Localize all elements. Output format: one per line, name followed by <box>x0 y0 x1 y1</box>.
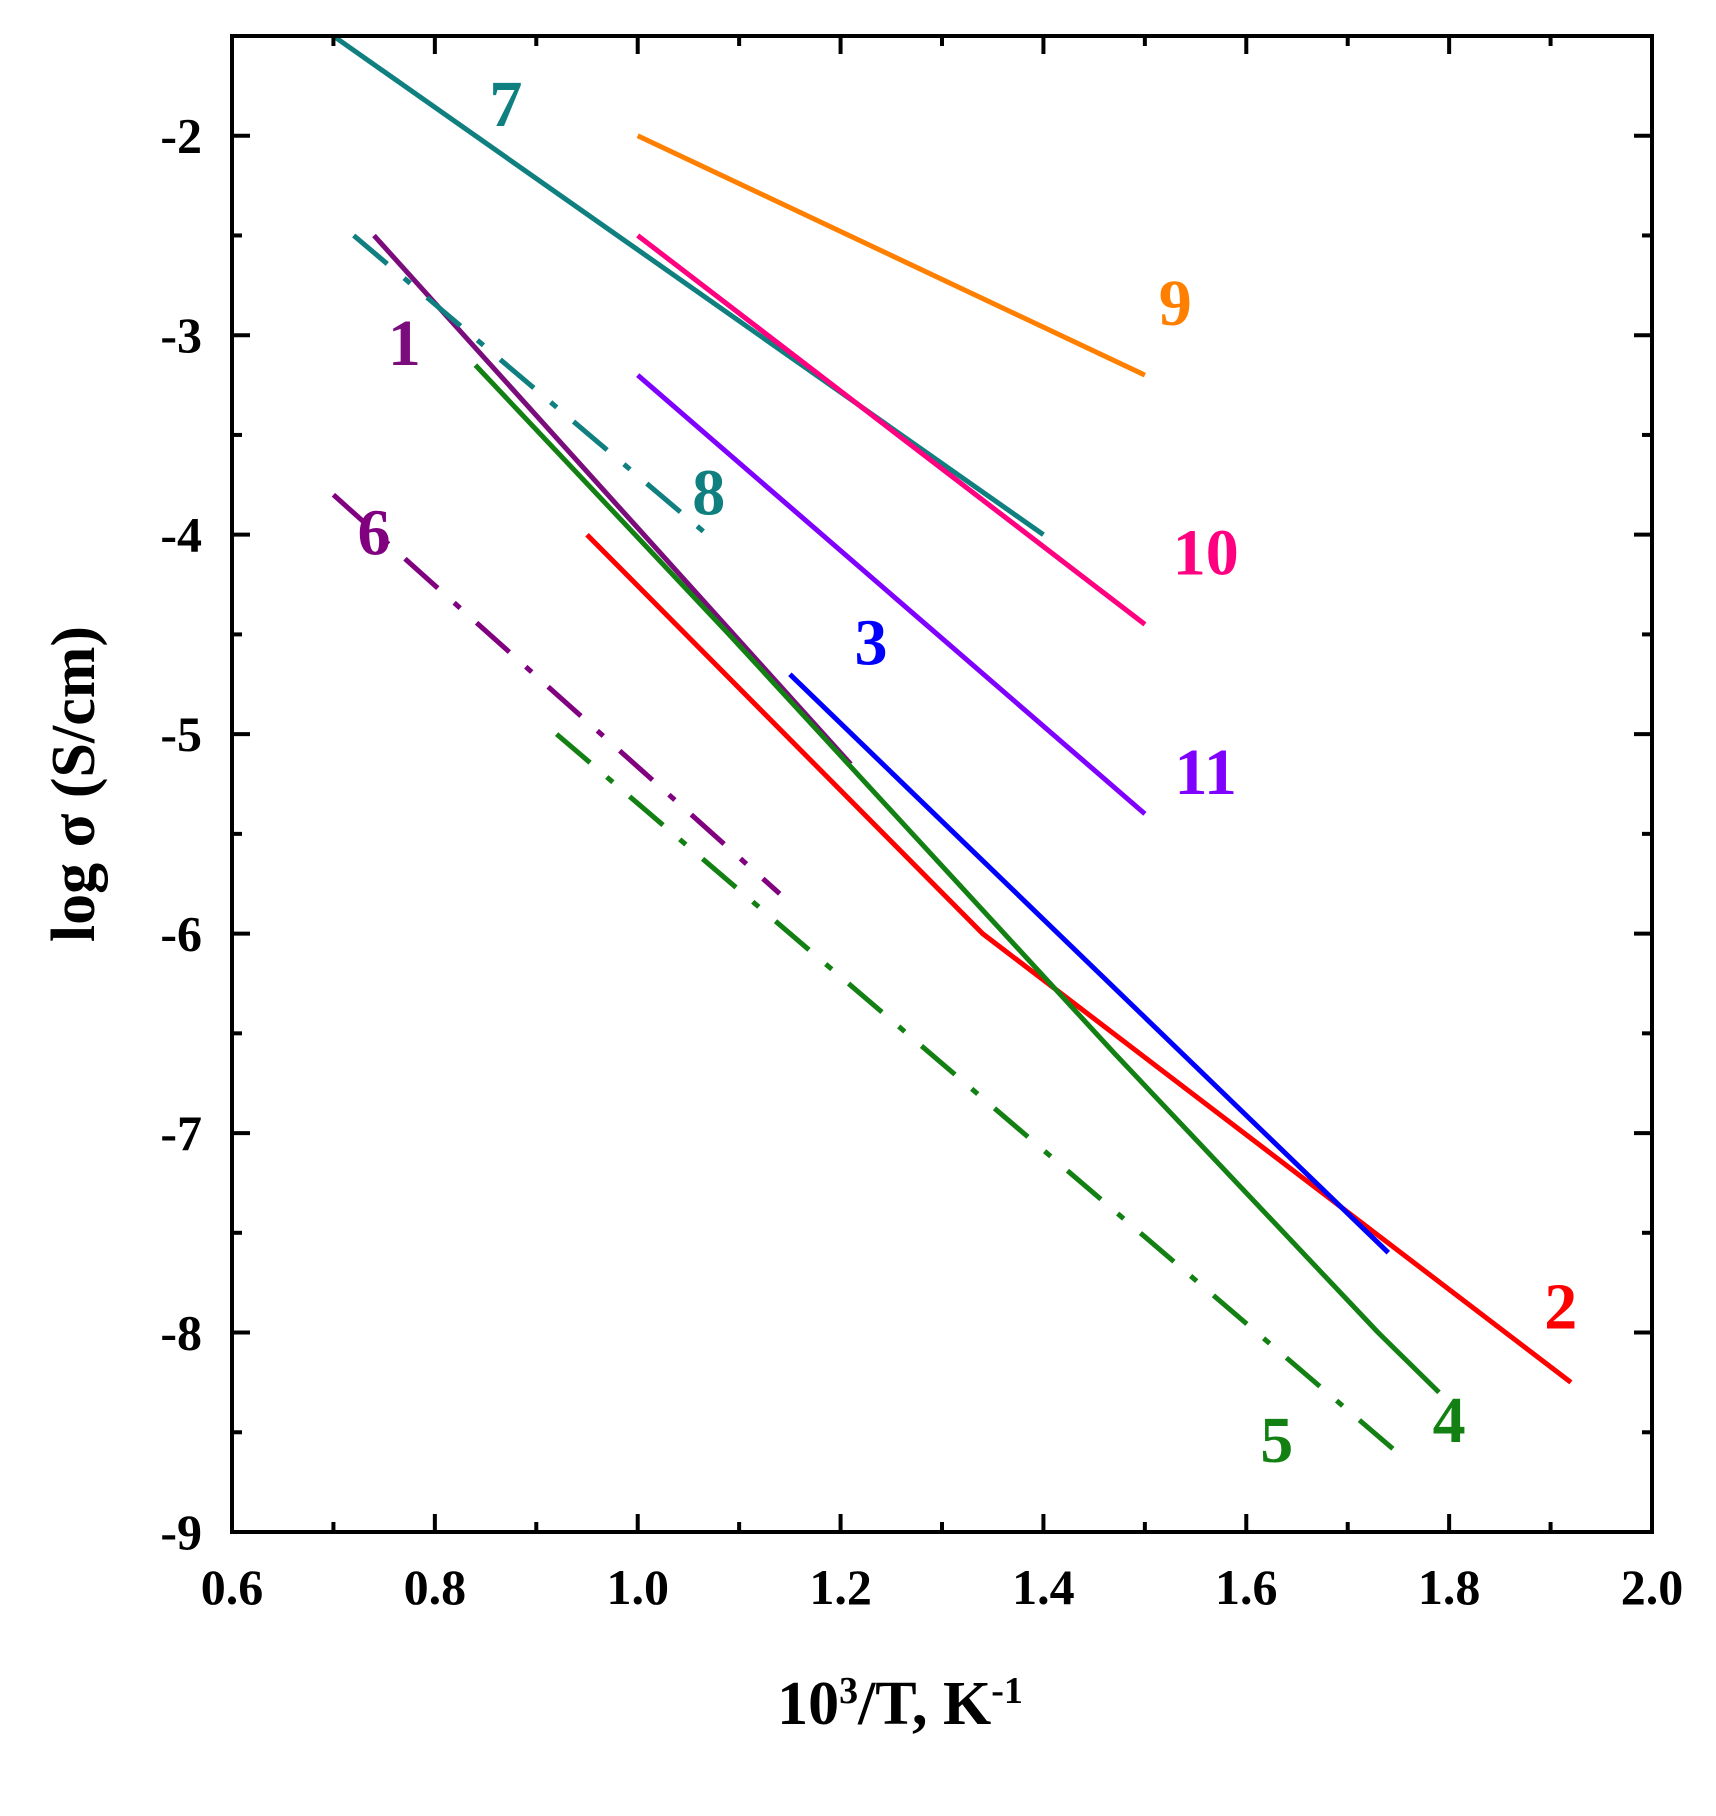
x-tick-label: 1.6 <box>1215 1559 1278 1615</box>
y-tick-label: -4 <box>160 507 202 563</box>
series-line-1 <box>372 233 853 766</box>
x-tick-label: 1.4 <box>1012 1559 1075 1615</box>
y-tick-label: -5 <box>160 706 202 762</box>
x-axis-title-sup2: -1 <box>991 1670 1023 1712</box>
x-tick-label: 0.6 <box>201 1559 264 1615</box>
y-tick-label: -7 <box>160 1105 202 1161</box>
plot-series <box>331 33 1573 1465</box>
y-tick-label: -3 <box>160 307 202 363</box>
y-tick-label: -9 <box>160 1504 202 1560</box>
series-line-10 <box>636 233 1147 627</box>
axis-ticks <box>230 34 1654 1534</box>
series-line-4 <box>473 363 1441 1395</box>
series-label-11: 11 <box>1175 736 1237 809</box>
x-tick-label: 2.0 <box>1621 1559 1684 1615</box>
x-tick-label: 1.8 <box>1418 1559 1481 1615</box>
x-tick-label: 1.0 <box>606 1559 669 1615</box>
series-label-9: 9 <box>1159 267 1192 340</box>
series-line-9 <box>636 133 1146 378</box>
x-axis-title-base: 10 <box>777 1670 839 1738</box>
series-label-7: 7 <box>489 68 522 141</box>
y-tick-label: -2 <box>160 108 202 164</box>
series-line-11 <box>636 373 1147 816</box>
x-axis-title-mid: /T, K <box>857 1670 991 1738</box>
series-line-6 <box>331 492 782 896</box>
series-line-3 <box>788 672 1391 1255</box>
series-label-5: 5 <box>1260 1404 1293 1477</box>
series-line-5 <box>554 732 1411 1465</box>
series-label-8: 8 <box>692 457 725 530</box>
x-axis-title: 103/T, K-1 <box>777 1670 1023 1738</box>
y-tick-label: -6 <box>160 906 202 962</box>
series-label-1: 1 <box>388 307 421 380</box>
series-labels: 1 2 3 4 5 6 7 8 9 10 11 <box>358 68 1578 1477</box>
y-tick-label: -8 <box>160 1305 202 1361</box>
series-line-7 <box>331 33 1045 537</box>
series-line-2 <box>585 532 1573 1385</box>
series-label-2: 2 <box>1544 1271 1577 1344</box>
series-label-10: 10 <box>1173 517 1239 590</box>
x-tick-label: 1.2 <box>809 1559 872 1615</box>
x-tick-label: 0.8 <box>404 1559 467 1615</box>
series-label-6: 6 <box>358 497 391 570</box>
y-axis-title: log σ (S/cm) <box>40 626 108 942</box>
series-line-8 <box>352 233 721 547</box>
series-label-4: 4 <box>1433 1384 1466 1457</box>
series-label-3: 3 <box>855 606 888 679</box>
tick-labels: 0.6 0.8 1.0 1.2 1.4 1.6 1.8 2.0 -2 -3 -4 -5 -6 -7 -8 -9 <box>160 108 1683 1615</box>
x-axis-title-sup1: 3 <box>839 1670 858 1712</box>
